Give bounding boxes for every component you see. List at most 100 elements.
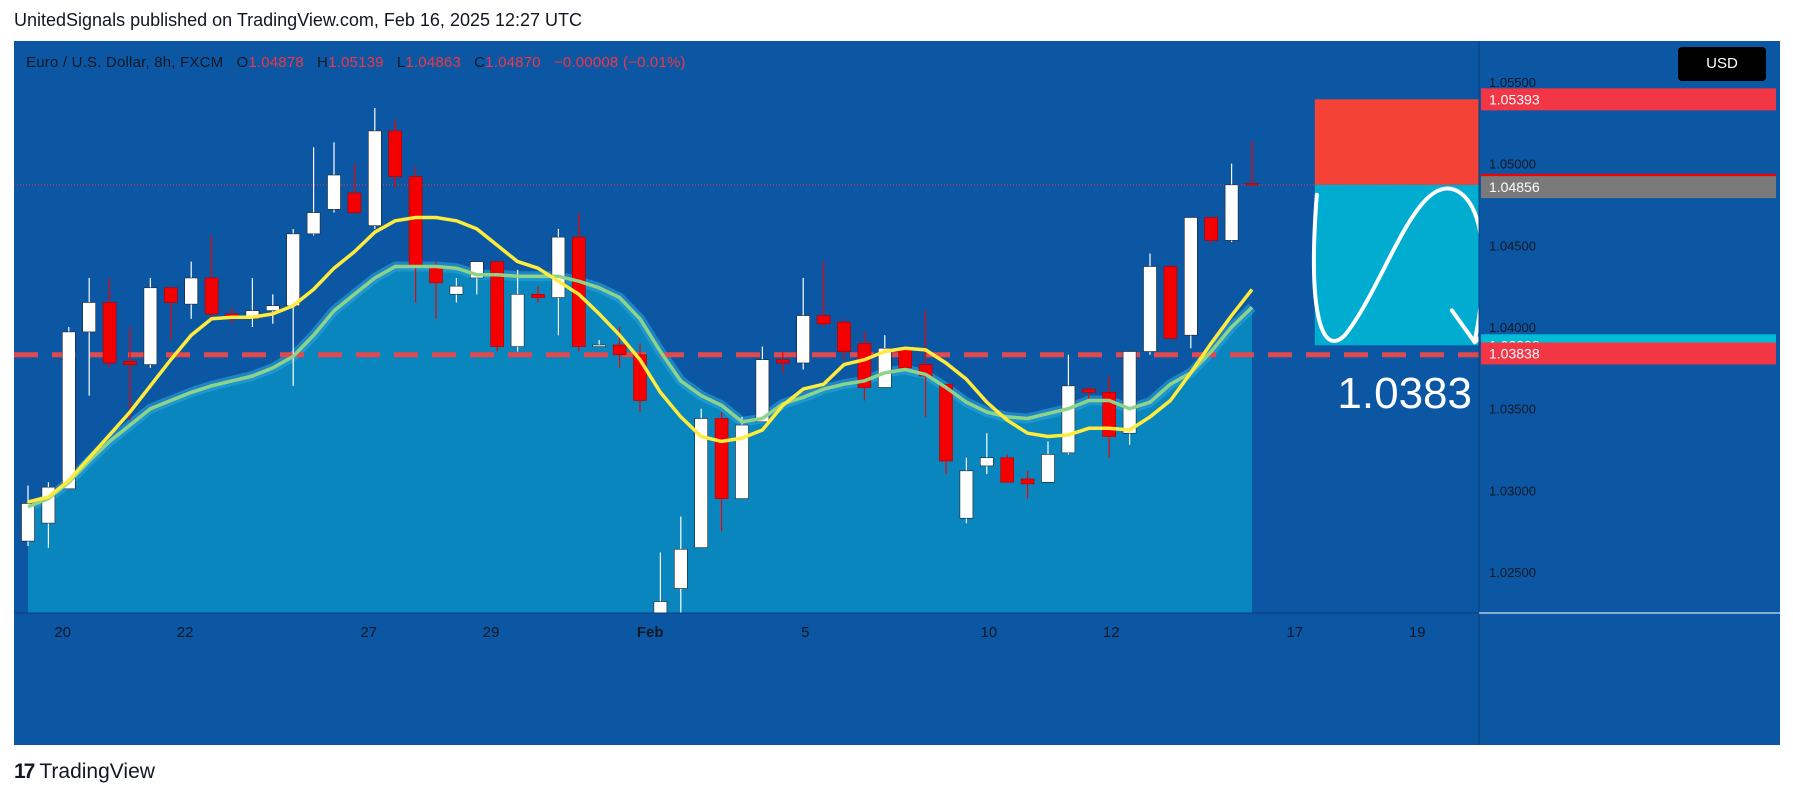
x-tick-label: 19 xyxy=(1409,624,1426,641)
bear-candle xyxy=(1020,478,1035,485)
bear-candle xyxy=(204,277,219,315)
close-label: C xyxy=(474,54,486,71)
bull-candle xyxy=(673,548,688,589)
y-tick-label: 1.03500 xyxy=(1489,402,1536,417)
instrument-name: Euro / U.S. Dollar, 8h, FXCM xyxy=(26,54,224,71)
bull-candle xyxy=(959,470,974,519)
bear-candle xyxy=(1245,183,1259,186)
price-axis xyxy=(1479,41,1780,745)
axes-layer: 1.02500 1.03000 1.03500 1.04000 1.04500 1.050… xyxy=(14,41,1780,745)
low-value: 1.04863 xyxy=(405,54,461,71)
x-tick-label: 17 xyxy=(1286,624,1303,641)
bear-candle xyxy=(714,418,729,499)
price-label-text: 1.03838 xyxy=(1489,345,1540,361)
bull-candle xyxy=(21,503,35,542)
x-tick-label: 22 xyxy=(177,624,194,641)
bear-candle xyxy=(408,176,423,267)
x-tick-label: 5 xyxy=(801,624,809,641)
stop-loss-zone xyxy=(1314,99,1480,185)
symbol-info-line: Euro / U.S. Dollar, 8h, FXCM O1.04878 H1… xyxy=(26,54,686,71)
moving-averages-layer xyxy=(27,215,1254,509)
bear-candle xyxy=(1204,217,1218,241)
bull-candle xyxy=(755,359,770,423)
x-tick-label: 20 xyxy=(54,624,71,641)
footer-brand: 17 TradingView xyxy=(14,760,155,784)
drawings-layer: 1.0383 xyxy=(1311,99,1509,418)
bull-candle xyxy=(1122,351,1137,434)
price-label-text: 1.05393 xyxy=(1489,91,1540,107)
currency-button[interactable]: USD xyxy=(1678,47,1766,81)
y-tick-label: 1.04000 xyxy=(1489,320,1536,335)
bull-candle xyxy=(327,174,341,210)
bear-candle xyxy=(490,261,505,347)
bull-candle xyxy=(796,315,811,364)
bull-candle xyxy=(877,347,892,388)
chart-overlay xyxy=(14,184,1479,358)
bear-candle xyxy=(939,383,953,462)
bear-candle xyxy=(1000,457,1015,483)
y-tick-label: 1.03000 xyxy=(1489,483,1536,498)
bull-candle xyxy=(735,424,749,499)
bull-candle xyxy=(1224,184,1239,241)
bear-candle xyxy=(1082,388,1096,393)
x-tick-label: 27 xyxy=(360,624,377,641)
sma-fast-line xyxy=(27,215,1254,504)
bull-candle xyxy=(82,302,96,333)
bull-candle xyxy=(266,305,280,311)
open-label: O xyxy=(236,54,249,71)
chart-pane[interactable]: 1.0383 1.02500 1.03000 1.03500 1.04000 1.045… xyxy=(14,41,1780,745)
bull-candle xyxy=(286,233,301,307)
bear-candle xyxy=(775,359,790,364)
bear-candle xyxy=(837,321,851,352)
y-tick-label: 1.05000 xyxy=(1489,157,1536,172)
high-value: 1.05139 xyxy=(328,54,384,71)
tradingview-brand: TradingView xyxy=(39,760,155,783)
bear-candle xyxy=(164,287,178,303)
bull-candle xyxy=(592,344,607,347)
bear-candle xyxy=(857,343,872,388)
publisher-header: UnitedSignals published on TradingView.c… xyxy=(14,10,583,30)
tradingview-logo-icon: 17 xyxy=(14,760,35,783)
x-tick-label: 29 xyxy=(483,624,500,641)
target-annotation: 1.0383 xyxy=(1337,369,1472,418)
bull-candle xyxy=(306,212,321,235)
y-tick-label: 1.04500 xyxy=(1489,238,1536,253)
high-label: H xyxy=(317,54,329,71)
bear-candle xyxy=(1163,266,1178,339)
x-tick-label: Feb xyxy=(637,624,664,641)
bear-candle xyxy=(898,347,913,369)
price-label-tag xyxy=(1481,176,1776,199)
bull-candle xyxy=(979,457,994,467)
price-chart[interactable]: 1.0383 1.02500 1.03000 1.03500 1.04000 1.045… xyxy=(14,41,1780,745)
bull-candle xyxy=(61,331,76,490)
bear-candle xyxy=(102,302,117,364)
bull-candle xyxy=(1041,454,1055,483)
take-profit-zone xyxy=(1314,184,1480,346)
sma-slow-line xyxy=(27,264,1254,509)
bull-candle xyxy=(510,294,525,347)
bear-candle xyxy=(429,266,443,284)
bear-candle xyxy=(531,294,545,298)
bear-candle xyxy=(123,361,137,365)
bear-candle xyxy=(816,315,831,325)
bear-candle xyxy=(612,344,627,356)
bull-candle xyxy=(551,236,566,298)
bull-candle xyxy=(184,277,198,305)
close-value: 1.04870 xyxy=(485,54,541,71)
bear-candle xyxy=(347,192,362,213)
bull-candle xyxy=(367,130,382,226)
price-label-tag xyxy=(1481,88,1776,111)
x-tick-label: 12 xyxy=(1103,624,1120,641)
bull-candle xyxy=(1184,217,1198,336)
change-value: −0.00008 (−0.01%) xyxy=(553,54,686,71)
price-label-text: 1.04856 xyxy=(1489,179,1540,195)
bull-candle xyxy=(653,601,668,614)
bear-candle xyxy=(388,130,403,177)
low-label: L xyxy=(396,54,406,71)
y-tick-label: 1.02500 xyxy=(1489,565,1536,580)
bull-candle xyxy=(694,418,709,548)
bull-candle xyxy=(1143,266,1157,352)
open-value: 1.04878 xyxy=(248,54,304,71)
price-label-tag xyxy=(1481,342,1776,365)
bull-candle xyxy=(143,287,158,365)
